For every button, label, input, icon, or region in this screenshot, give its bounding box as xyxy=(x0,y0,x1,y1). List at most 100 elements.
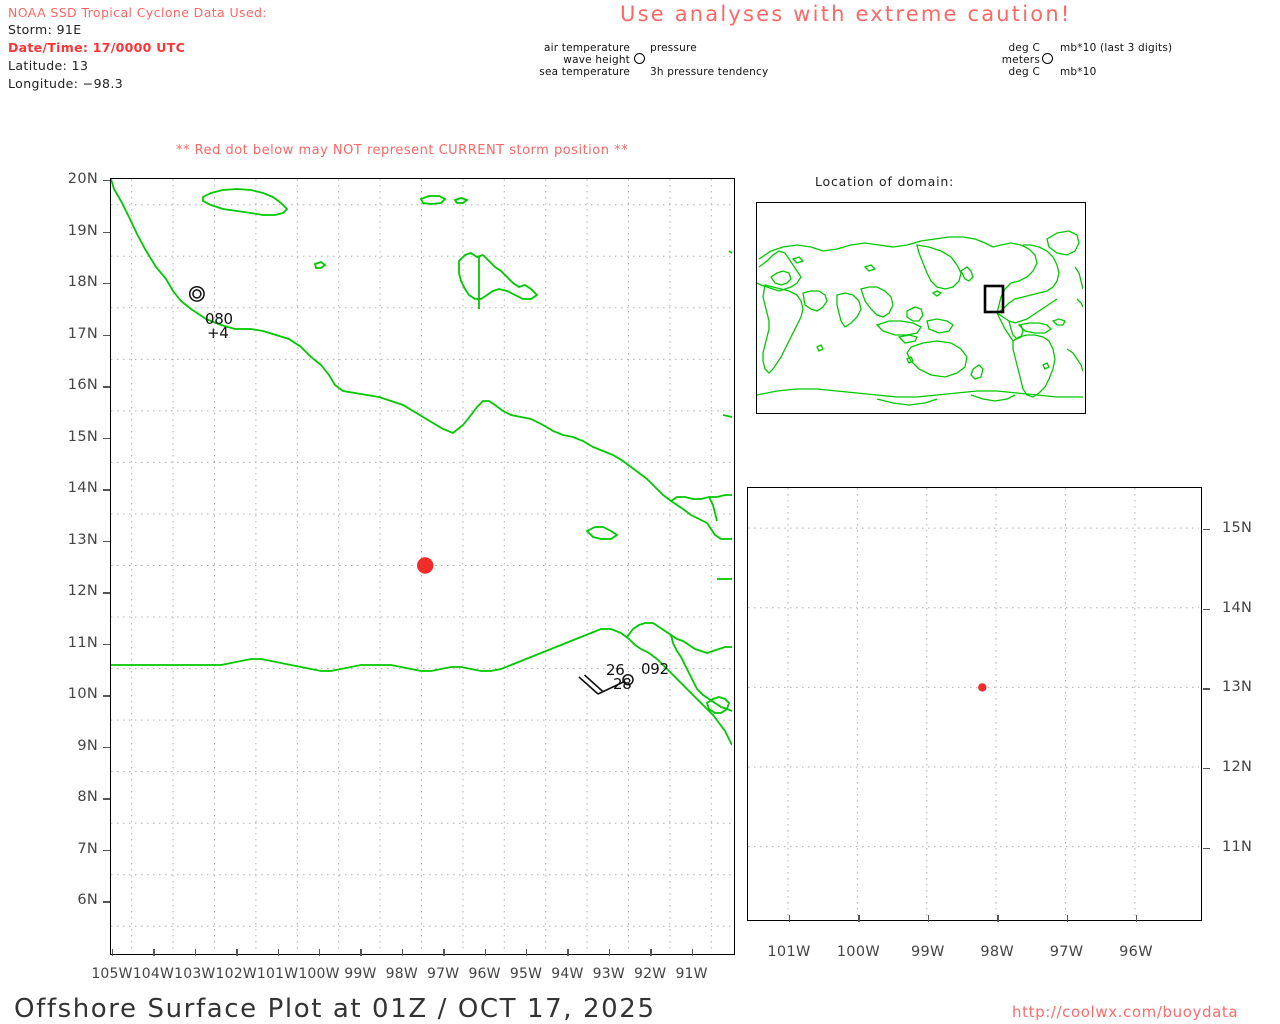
main-y-tick xyxy=(103,798,110,800)
main-y-tick xyxy=(103,901,110,903)
station-circle-icon xyxy=(634,53,645,64)
zoom-y-label: 14N xyxy=(1222,599,1253,616)
main-x-tick xyxy=(650,949,652,956)
main-x-tick xyxy=(194,949,197,956)
station-ship-east[interactable] xyxy=(578,673,634,695)
zoom-x-label: 101W xyxy=(767,944,811,960)
main-map-panel[interactable] xyxy=(110,178,735,955)
world-inset-panel[interactable] xyxy=(756,202,1086,414)
zoom-x-label: 97W xyxy=(1049,944,1084,960)
storm-position-dot xyxy=(417,557,434,574)
storm-id-label: Storm: 91E xyxy=(8,22,82,37)
main-x-tick xyxy=(153,949,155,956)
world-coastlines xyxy=(757,230,1083,406)
legend-units-tendency-label: mb*10 xyxy=(1060,66,1097,78)
main-y-label: 8N xyxy=(77,789,98,806)
main-x-tick xyxy=(277,949,279,956)
main-y-tick xyxy=(103,180,110,182)
main-y-label: 20N xyxy=(67,171,98,187)
legend-pressure-label: pressure xyxy=(650,42,697,54)
page-title: Offshore Surface Plot at 01Z / OCT 17, 2… xyxy=(14,994,656,1024)
main-y-label: 11N xyxy=(67,634,98,651)
inset-title: Location of domain: xyxy=(815,174,955,189)
main-y-label: 17N xyxy=(67,325,98,342)
legend-units-pressure-label: mb*10 (last 3 digits) xyxy=(1060,42,1173,54)
main-y-label: 19N xyxy=(67,222,98,239)
zoom-x-label: 99W xyxy=(910,944,945,960)
main-y-label: 6N xyxy=(77,892,98,909)
station-buoy-west-tendency: +4 xyxy=(207,324,229,342)
legend-pressure-tendency-label: 3h pressure tendency xyxy=(650,66,769,78)
main-y-tick xyxy=(103,695,110,697)
main-x-label: 95W xyxy=(509,966,543,982)
main-x-label: 102W xyxy=(215,966,257,982)
main-x-label: 92W xyxy=(634,966,667,982)
main-x-label: 104W xyxy=(132,966,175,982)
zoom-y-tick xyxy=(1203,529,1210,531)
main-x-label: 105W xyxy=(91,966,133,982)
zoom-y-label: 13N xyxy=(1222,679,1253,696)
station-ship-east-air-temp: 26 xyxy=(606,661,625,679)
main-y-label: 15N xyxy=(67,428,98,445)
main-x-label: 98W xyxy=(385,966,418,982)
main-y-tick xyxy=(103,746,110,749)
main-x-tick xyxy=(608,949,611,956)
main-map-gridlines xyxy=(111,179,732,952)
main-x-tick xyxy=(319,949,321,956)
zoom-x-tick xyxy=(927,915,930,922)
zoom-x-tick xyxy=(997,915,999,922)
main-x-tick xyxy=(360,949,362,956)
caution-banner: Use analyses with extreme caution! xyxy=(620,2,1072,26)
main-x-label: 94W xyxy=(551,966,584,982)
main-x-label: 96W xyxy=(468,966,501,982)
longitude-label: Longitude: −98.3 xyxy=(8,76,124,91)
main-x-tick xyxy=(112,949,114,956)
world-inset-canvas xyxy=(757,230,1083,406)
zoom-x-tick xyxy=(1066,915,1068,922)
zoom-y-tick xyxy=(1203,847,1210,850)
legend-wave-height-label: wave height xyxy=(563,54,630,66)
main-y-tick xyxy=(103,489,110,491)
station-buoy-west[interactable] xyxy=(188,285,205,302)
main-x-tick xyxy=(236,949,238,956)
main-y-tick xyxy=(103,386,110,388)
main-y-label: 7N xyxy=(77,840,98,857)
legend-air-temperature-label: air temperature xyxy=(543,42,630,54)
main-x-tick xyxy=(443,949,445,956)
main-x-label: 99W xyxy=(344,966,377,982)
zoom-y-tick xyxy=(1203,768,1210,770)
main-x-tick xyxy=(401,949,404,956)
main-x-label: 103W xyxy=(174,966,216,982)
zoom-x-tick xyxy=(858,915,860,922)
zoom-x-tick xyxy=(1136,915,1138,922)
zoom-map-canvas xyxy=(748,488,1199,918)
datetime-label: Date/Time: 17/0000 UTC xyxy=(8,40,186,55)
station-buoy-west-pressure: 080 xyxy=(205,310,233,328)
main-x-tick xyxy=(567,949,569,956)
coastline-paths xyxy=(111,179,732,712)
main-y-label: 18N xyxy=(67,274,98,291)
zoom-map-panel[interactable] xyxy=(747,487,1202,921)
legend-units-air-label: deg C xyxy=(1008,42,1040,54)
legend-sea-temperature-label: sea temperature xyxy=(539,66,630,78)
main-x-tick xyxy=(526,949,528,956)
zoom-y-label: 15N xyxy=(1222,520,1253,537)
main-y-label: 12N xyxy=(67,583,98,600)
source-url-link[interactable]: http://coolwx.com/buoydata xyxy=(1012,1003,1239,1021)
main-y-label: 13N xyxy=(67,531,98,548)
zoom-map-gridlines xyxy=(748,488,1199,918)
zoom-x-label: 100W xyxy=(836,944,880,960)
main-y-tick xyxy=(103,643,110,646)
main-x-label: 97W xyxy=(427,966,460,982)
zoom-y-label: 11N xyxy=(1222,838,1253,855)
station-ship-east-pressure: 092 xyxy=(641,660,669,678)
zoom-storm-position-dot xyxy=(978,683,987,692)
station-circle-units-icon xyxy=(1042,53,1053,64)
noaa-source-line: NOAA SSD Tropical Cyclone Data Used: xyxy=(8,5,267,20)
main-y-label: 16N xyxy=(67,377,98,394)
zoom-x-tick xyxy=(789,915,791,922)
main-y-tick xyxy=(103,334,110,336)
main-y-label: 10N xyxy=(67,686,98,703)
main-x-tick xyxy=(691,949,693,956)
main-y-tick xyxy=(103,592,110,594)
